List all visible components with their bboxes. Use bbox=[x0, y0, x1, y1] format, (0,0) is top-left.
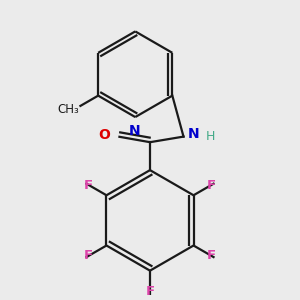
Text: CH₃: CH₃ bbox=[58, 103, 80, 116]
Text: N: N bbox=[129, 124, 140, 138]
Text: F: F bbox=[84, 249, 93, 262]
Text: F: F bbox=[207, 249, 216, 262]
Text: N: N bbox=[188, 127, 200, 141]
Text: H: H bbox=[206, 130, 215, 143]
Text: F: F bbox=[84, 178, 93, 191]
Text: F: F bbox=[207, 178, 216, 191]
Text: O: O bbox=[98, 128, 110, 142]
Text: F: F bbox=[146, 285, 154, 298]
